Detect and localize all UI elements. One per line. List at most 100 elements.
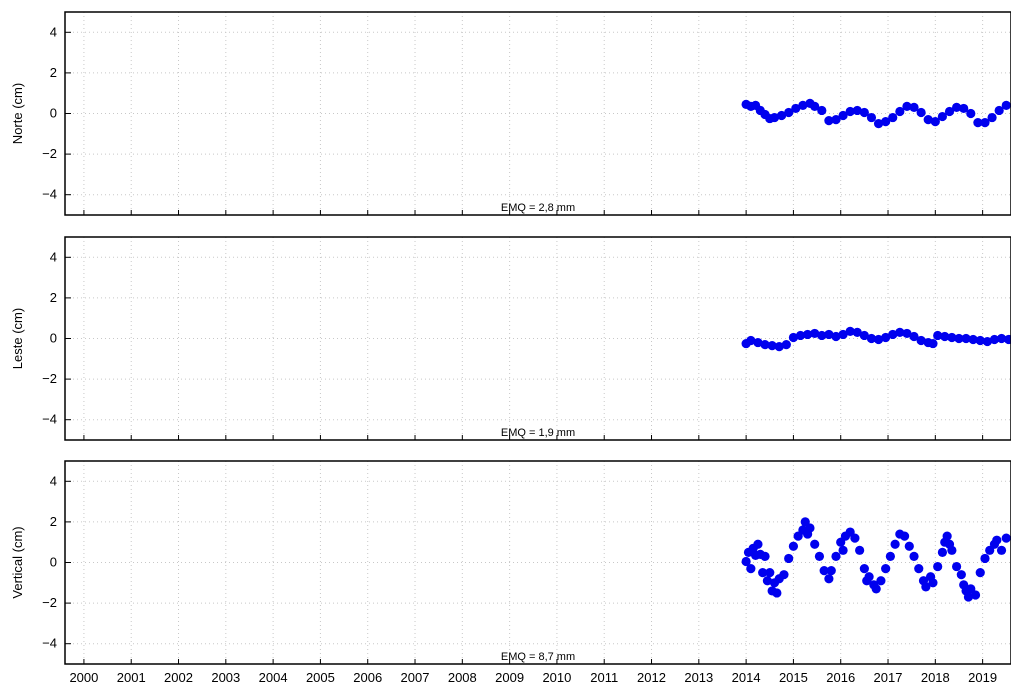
data-point (959, 103, 969, 114)
data-point (992, 535, 1002, 545)
data-point (772, 588, 782, 598)
data-point (852, 327, 862, 338)
x-tick-label: 2016 (826, 670, 855, 685)
data-point (968, 334, 978, 345)
data-points (741, 98, 1011, 129)
x-tick-label: 2017 (874, 670, 903, 685)
data-point (795, 330, 806, 341)
y-tick-label: 4 (50, 24, 57, 39)
data-point (788, 332, 799, 343)
data-point (817, 105, 827, 116)
data-point (1001, 100, 1011, 110)
data-point (952, 102, 962, 113)
data-point (895, 327, 905, 338)
data-point (895, 106, 905, 117)
y-tick-label: 4 (50, 473, 57, 488)
data-point (859, 107, 869, 118)
data-point (888, 112, 898, 123)
data-point (899, 531, 910, 541)
data-point (826, 566, 836, 576)
data-point (831, 551, 841, 562)
data-point (753, 337, 763, 348)
y-axis-label: Norte (cm) (10, 83, 25, 144)
data-point (873, 119, 884, 129)
data-point (784, 553, 794, 564)
y-tick-label: 2 (50, 65, 57, 80)
x-tick-label: 2012 (637, 670, 666, 685)
y-tick-label: 2 (50, 290, 57, 305)
y-tick-label: 2 (50, 514, 57, 529)
data-point (746, 335, 756, 346)
data-point (760, 551, 770, 562)
data-point (982, 336, 992, 347)
data-point (916, 335, 926, 346)
panel-2: −4 −2 0 2 4 Leste (cm) EMQ = 1,9 mm (10, 236, 1011, 441)
data-point (885, 551, 895, 562)
data-point (881, 117, 891, 127)
data-point (954, 333, 964, 344)
data-point (980, 553, 990, 564)
y-tick-label: 4 (50, 249, 57, 264)
x-tick-label: 2014 (732, 670, 761, 685)
data-point (831, 331, 841, 342)
data-point (866, 333, 877, 344)
data-point (930, 117, 940, 127)
data-point (876, 576, 886, 586)
data-point (859, 330, 869, 341)
data-point (817, 330, 827, 341)
data-point (779, 570, 789, 580)
data-point (831, 114, 841, 125)
data-point (928, 578, 938, 588)
x-tick-label: 2009 (495, 670, 524, 685)
data-points (741, 326, 1011, 352)
data-point (810, 328, 820, 339)
data-point (859, 563, 869, 574)
y-tick-label: −2 (42, 146, 57, 161)
data-point (798, 100, 808, 110)
y-tick-label: 0 (50, 555, 57, 570)
data-point (909, 551, 919, 562)
data-point (902, 328, 912, 339)
y-tick-label: 0 (50, 331, 57, 346)
data-point (758, 568, 768, 578)
data-point (940, 331, 950, 342)
data-point (864, 572, 874, 582)
plot-frame (64, 460, 1011, 665)
data-point (890, 539, 900, 549)
data-point (784, 107, 794, 118)
data-point (914, 563, 924, 574)
plot-frame (64, 11, 1011, 216)
data-point (933, 561, 943, 572)
data-point (838, 110, 848, 121)
data-point (762, 576, 773, 586)
data-point (994, 105, 1004, 116)
x-tick-label: 2005 (306, 670, 335, 685)
x-tick-label: 2013 (684, 670, 713, 685)
data-point (824, 329, 834, 340)
data-point (928, 338, 938, 349)
data-point (966, 108, 976, 119)
data-point (921, 582, 931, 592)
y-tick-label: 0 (50, 106, 57, 121)
y-tick-label: −2 (42, 595, 57, 610)
data-point (774, 342, 784, 352)
x-tick-label: 2003 (211, 670, 240, 685)
data-point (810, 539, 820, 549)
data-point (845, 326, 855, 336)
data-point (987, 112, 997, 123)
x-tick-label: 2008 (448, 670, 477, 685)
data-point (916, 107, 926, 118)
data-point (838, 329, 848, 340)
data-point (989, 334, 1000, 345)
data-point (741, 556, 751, 567)
data-point (996, 333, 1007, 344)
data-point (975, 568, 985, 578)
data-point (819, 566, 829, 576)
data-point (803, 329, 813, 340)
data-point (888, 329, 898, 340)
data-point (961, 333, 971, 344)
y-tick-label: −4 (42, 636, 57, 651)
data-point (838, 545, 848, 555)
x-tick-label: 2004 (259, 670, 288, 685)
